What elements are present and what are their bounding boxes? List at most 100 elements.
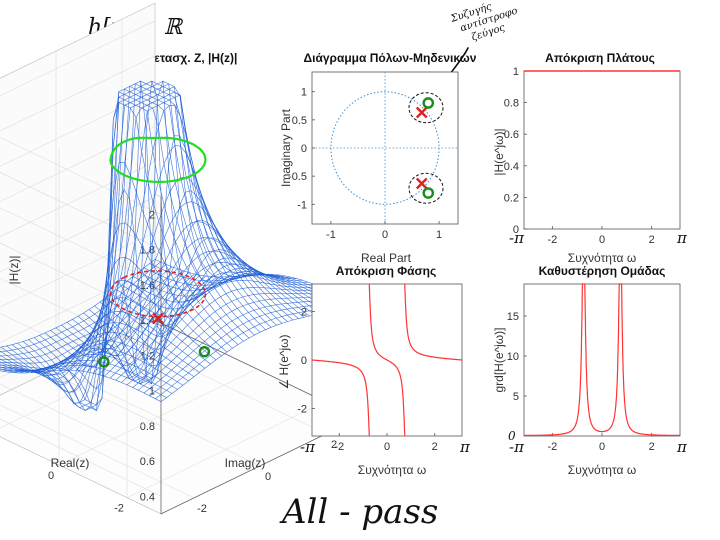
surface-z-label: |H(z)| <box>7 256 21 285</box>
surface-z-tick-label: 0.4 <box>140 491 155 503</box>
mag-y-tick-label: 0.2 <box>504 192 519 204</box>
surface-mesh-line <box>77 80 283 385</box>
pz-zero-marker <box>422 97 435 109</box>
surface-mesh-line <box>105 249 310 337</box>
surface-mesh-line <box>50 88 255 358</box>
surface-zero-marker <box>98 356 110 368</box>
surface-z-tick-label: 0.8 <box>140 421 155 433</box>
surface-z-tick-label: 2 <box>149 210 155 222</box>
mag-x-tick-label: 0 <box>599 234 605 246</box>
surface-mesh-line <box>88 190 294 379</box>
surface-mesh-line <box>33 102 239 406</box>
surface-mesh-line <box>99 237 305 351</box>
surface-y-tick-label: 0 <box>265 471 271 483</box>
phase-x-tick-label: 2 <box>432 441 438 453</box>
surface-z-tick-label: 0.6 <box>140 456 155 468</box>
mag-content: -2 0 2 1 0.8 0.6 0.4 0.2 0 <box>504 66 680 246</box>
mag-y-tick-label: 0.4 <box>504 161 519 173</box>
handwritten-side-note: Συζυγής αντίστροφο ζεύγος <box>449 1 519 43</box>
surface-mesh-line <box>121 267 327 313</box>
pz-content: -1 0 1 1 0.5 0 -0.5 -1 <box>288 72 458 241</box>
surface-x-tick-label: 0 <box>48 470 54 482</box>
surface-mesh-line <box>11 280 217 393</box>
gd-title: Καθυστέρηση Ομάδας <box>539 264 666 278</box>
mag-x-label: Συχνότητα ω <box>568 251 636 265</box>
mag-y-tick-label: 0.8 <box>504 98 519 110</box>
surface-mesh-line <box>116 263 321 318</box>
mag-y-label: |H(e^jω)| <box>492 128 506 175</box>
surface-mesh-line <box>0 340 189 382</box>
pole-zero-panel: Διάγραμμα Πόλων-Μηδενικών -1 0 110.50-0.5-… <box>279 51 477 265</box>
phase-x-tick-label: -2 <box>334 441 344 453</box>
gd-x-tick-label: -2 <box>547 441 557 453</box>
mag-axes-box <box>523 70 681 230</box>
pz-x-tick-label: 0 <box>382 229 388 241</box>
surface-y-tick-label: -2 <box>197 503 207 515</box>
surface-mesh-line <box>61 83 266 353</box>
surface-z-grid <box>0 126 162 321</box>
phase-content: -2 0 2 2 0 -2 <box>297 284 462 453</box>
surface-unit-circle-trace <box>109 136 207 183</box>
surface-mesh-line <box>0 354 178 390</box>
pz-x-tick-label: -1 <box>326 229 336 241</box>
gd-y-tick-label: 10 <box>507 351 519 363</box>
surface-mesh-line <box>110 257 316 327</box>
pz-y-tick-label: -1 <box>297 199 307 211</box>
surface-mesh-line <box>94 219 299 367</box>
surface-mesh-line <box>66 80 272 356</box>
pz-pole-marker <box>415 177 428 190</box>
handwritten-pi-marks: -π π -π π -π π 0 <box>300 229 688 456</box>
surface-pole-stroke <box>152 312 164 325</box>
mag-x-tick-label: 2 <box>649 234 655 246</box>
pz-y-tick-label: 0.5 <box>292 115 307 127</box>
mag-y-tick-label: 0.6 <box>504 129 519 141</box>
pz-title: Διάγραμμα Πόλων-Μηδενικών <box>304 51 477 65</box>
surface-z-grid <box>0 267 162 462</box>
surface-z-grid <box>0 161 162 356</box>
pz-y-tick-label: -0.5 <box>288 171 307 183</box>
surface-overlay <box>98 136 211 368</box>
pz-pair-loop <box>408 172 444 204</box>
mag-pi-pos: π <box>676 229 688 247</box>
gd-line <box>524 283 680 436</box>
surface-x-label: Real(z) <box>51 456 90 470</box>
surface-mesh-line <box>83 135 288 385</box>
phase-y-tick-label: 0 <box>301 355 307 367</box>
gd-zero-mark: 0 <box>508 429 516 443</box>
surface-y-tick-label: 2 <box>331 439 337 451</box>
phase-panel: Απόκριση Φάσης -2 0 2 2 0 -2 Συχνότητα ω ∠ H(… <box>277 264 463 477</box>
group-delay-panel: Καθυστέρηση Ομάδας -2 0 2 15 10 5 Συχνότητα ω… <box>492 264 681 477</box>
surface-mesh-line <box>22 222 228 411</box>
phase-x-label: Συχνότητα ω <box>358 463 426 477</box>
mag-title: Απόκριση Πλάτους <box>545 51 655 65</box>
surface-mesh-line <box>72 80 277 374</box>
surface-x-tick-label: -2 <box>114 503 124 515</box>
phase-title: Απόκριση Φάσης <box>336 264 437 278</box>
pz-unit-circle <box>330 91 440 205</box>
pz-y-label: Imaginary Part <box>279 108 293 187</box>
phase-y-tick-label: 2 <box>301 307 307 319</box>
gd-y-tick-label: 5 <box>513 391 519 403</box>
pz-pole-stroke <box>415 106 428 119</box>
gd-pi-neg: -π <box>509 438 525 456</box>
phase-x-tick-label: 0 <box>384 441 390 453</box>
gd-y-label: grd[H(e^jω)] <box>492 327 506 392</box>
gd-pi-pos: π <box>676 438 688 456</box>
surface-zero-marker <box>198 346 211 358</box>
surface-mesh-line <box>0 311 206 380</box>
surface-front-edges <box>154 196 360 515</box>
surface-mesh-line <box>0 322 200 376</box>
phase-y-label: ∠ H(e^jω) <box>277 334 291 389</box>
pz-x-tick-label: 1 <box>436 229 442 241</box>
surface-axes: 0.40.60.811.21.41.61.82-202-202 <box>0 2 360 515</box>
surface-mesh-line <box>127 270 332 312</box>
surface-unit-circle-dashed <box>109 270 207 318</box>
pz-y-tick-label: 1 <box>301 87 307 99</box>
mag-y-tick-label: 1 <box>513 66 519 78</box>
surface-z-tick-label: 1.4 <box>140 315 155 327</box>
phase-line <box>312 284 462 437</box>
pz-y-tick-label: 0 <box>301 143 307 155</box>
pz-zero-marker <box>422 187 435 199</box>
surface-mesh-line <box>138 271 343 310</box>
surface-mesh-line <box>0 369 162 402</box>
